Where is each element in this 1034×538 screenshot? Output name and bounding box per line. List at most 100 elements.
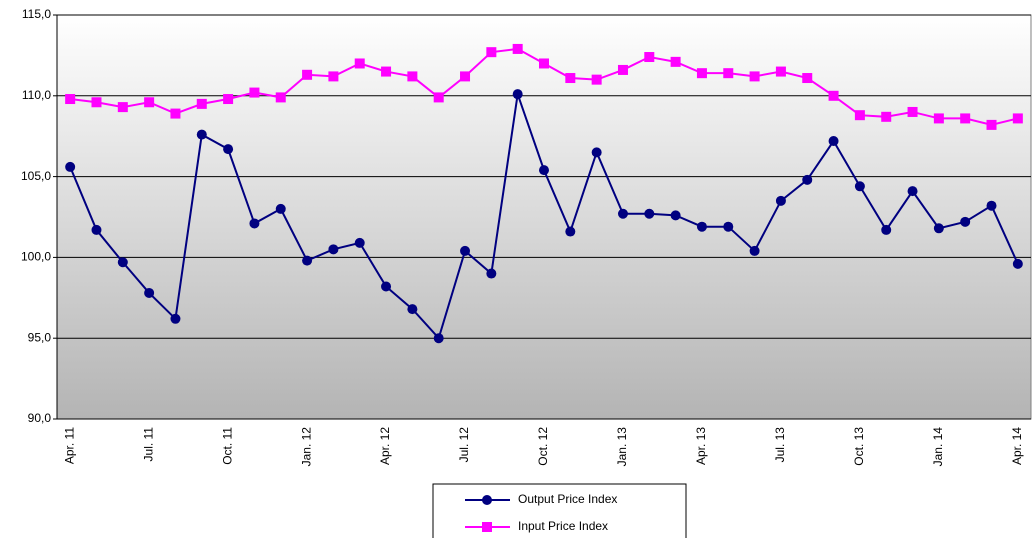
marker (196, 98, 207, 109)
marker (696, 68, 707, 79)
marker (960, 216, 971, 227)
marker (302, 255, 313, 266)
marker (170, 313, 181, 324)
marker (460, 71, 471, 82)
marker (65, 161, 76, 172)
x-tick-label: Oct. 12 (536, 427, 550, 466)
marker (381, 281, 392, 292)
marker (223, 94, 234, 105)
marker (407, 71, 418, 82)
marker (933, 113, 944, 124)
marker (196, 129, 207, 140)
marker (617, 64, 628, 75)
marker (91, 224, 102, 235)
marker (749, 71, 760, 82)
marker (433, 333, 444, 344)
marker (223, 144, 234, 155)
marker (407, 304, 418, 315)
marker (275, 92, 286, 103)
x-tick-label: Jul. 12 (457, 427, 471, 463)
y-tick-label: 90,0 (28, 411, 52, 425)
marker (565, 226, 576, 237)
marker (117, 102, 128, 113)
legend-label: Output Price Index (518, 492, 617, 506)
marker (117, 257, 128, 268)
marker (591, 147, 602, 158)
marker (565, 73, 576, 84)
y-tick-label: 105,0 (21, 169, 51, 183)
marker (907, 186, 918, 197)
marker (381, 66, 392, 77)
marker (539, 165, 549, 176)
marker (854, 110, 865, 121)
legend (432, 483, 687, 538)
x-tick-label: Apr. 12 (378, 427, 392, 465)
y-tick-label: 110,0 (22, 88, 51, 102)
marker (670, 210, 681, 221)
marker (433, 92, 444, 103)
marker (482, 495, 492, 505)
y-tick-label: 100,0 (21, 250, 51, 264)
marker (302, 69, 313, 80)
marker (144, 97, 155, 108)
marker (749, 245, 760, 256)
x-tick-label: Oct. 13 (852, 427, 866, 466)
marker (802, 73, 813, 84)
marker (328, 71, 339, 82)
x-tick-label: Jan. 12 (299, 427, 313, 467)
legend-label: Input Price Index (518, 519, 608, 533)
marker (144, 287, 155, 298)
x-tick-label: Jul. 13 (773, 427, 787, 463)
marker (1012, 113, 1023, 124)
marker (644, 52, 655, 63)
marker (1012, 258, 1023, 269)
marker (617, 208, 628, 219)
x-tick-label: Oct. 11 (220, 427, 234, 465)
marker (802, 174, 813, 185)
x-tick-label: Jan. 13 (615, 427, 629, 467)
marker (854, 181, 865, 192)
marker (486, 268, 497, 279)
x-tick-label: Apr. 13 (694, 427, 708, 465)
marker (328, 244, 339, 255)
marker (986, 200, 997, 211)
x-tick-label: Jan. 14 (931, 427, 945, 467)
marker (670, 56, 681, 67)
x-tick-label: Apr. 11 (62, 427, 76, 464)
marker (539, 58, 549, 69)
marker (644, 208, 655, 219)
marker (65, 94, 76, 105)
marker (91, 97, 102, 108)
marker (828, 90, 839, 101)
marker (170, 108, 181, 119)
marker (486, 47, 497, 58)
x-tick-label: Apr. 14 (1010, 427, 1024, 465)
marker (354, 237, 365, 248)
marker (460, 245, 471, 256)
marker (881, 111, 892, 122)
marker (512, 43, 523, 54)
marker (881, 224, 892, 235)
marker (354, 58, 365, 69)
marker (907, 106, 918, 117)
marker (249, 87, 260, 98)
marker (275, 203, 286, 214)
marker (723, 68, 734, 79)
marker (482, 522, 492, 532)
y-tick-label: 115,0 (22, 7, 51, 21)
marker (775, 66, 786, 77)
marker (775, 195, 786, 206)
plot-area (56, 14, 1032, 420)
marker (723, 221, 734, 232)
marker (960, 113, 971, 124)
marker (828, 136, 839, 147)
marker (986, 119, 997, 130)
marker (512, 89, 523, 100)
x-tick-label: Jul. 11 (141, 427, 155, 462)
marker (591, 74, 602, 85)
marker (933, 223, 944, 234)
marker (696, 221, 707, 232)
marker (249, 218, 260, 229)
y-tick-label: 95,0 (28, 330, 52, 344)
